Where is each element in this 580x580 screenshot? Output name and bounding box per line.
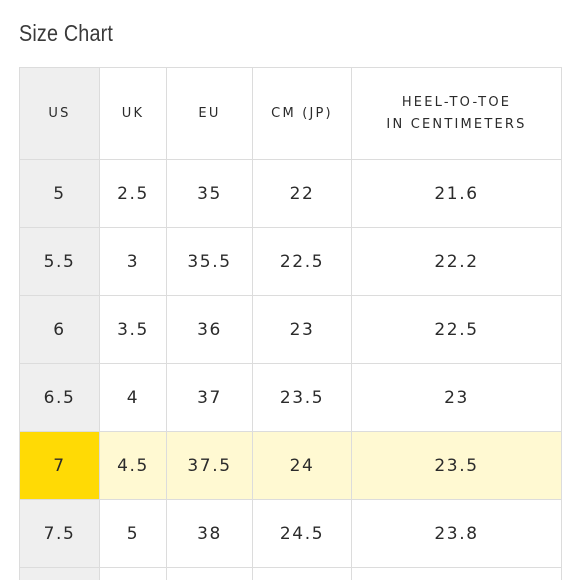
cell-uk-empty bbox=[99, 567, 167, 580]
table-row: 5 2.5 35 22 21.6 bbox=[19, 159, 562, 228]
cell-cm-jp: 23.5 bbox=[252, 363, 352, 432]
page-title: Size Chart bbox=[19, 20, 114, 46]
cell-eu: 35.5 bbox=[166, 227, 253, 296]
cell-us: 5.5 bbox=[19, 227, 100, 296]
cell-eu: 36 bbox=[166, 295, 253, 364]
table-row: 5.5 3 35.5 22.5 22.2 bbox=[19, 227, 562, 296]
cell-heel-to-toe: 22.2 bbox=[351, 227, 562, 296]
table-row-highlighted: 7 4.5 37.5 24 23.5 bbox=[19, 431, 562, 500]
size-chart-table: US UK EU CM (JP) HEEL-TO-TOE IN CENTIMET… bbox=[19, 67, 562, 580]
header-heel-to-toe-line-1: HEEL-TO-TOE bbox=[401, 94, 512, 110]
header-uk-label: UK bbox=[121, 105, 145, 121]
cell-eu-empty bbox=[166, 567, 253, 580]
cell-eu: 35 bbox=[166, 159, 253, 228]
header-eu-label: EU bbox=[198, 105, 221, 121]
cell-cm-jp: 24 bbox=[252, 431, 352, 500]
cell-eu: 37.5 bbox=[166, 431, 253, 500]
cell-uk: 4 bbox=[99, 363, 167, 432]
cell-uk: 3.5 bbox=[99, 295, 167, 364]
cell-heel-to-toe: 23.5 bbox=[351, 431, 562, 500]
cell-us: 7.5 bbox=[19, 499, 100, 568]
cell-eu: 38 bbox=[166, 499, 253, 568]
cell-uk: 3 bbox=[99, 227, 167, 296]
cell-cm-jp: 22 bbox=[252, 159, 352, 228]
cell-eu: 37 bbox=[166, 363, 253, 432]
cell-uk: 4.5 bbox=[99, 431, 167, 500]
cell-us: 7 bbox=[19, 431, 100, 500]
header-cm-jp: CM (JP) bbox=[252, 67, 352, 160]
header-heel-to-toe-line-2: IN CENTIMETERS bbox=[386, 116, 527, 132]
table-row-partial bbox=[19, 567, 562, 580]
cell-cm-jp-empty bbox=[252, 567, 352, 580]
table-header-row: US UK EU CM (JP) HEEL-TO-TOE IN CENTIMET… bbox=[19, 67, 562, 160]
cell-cm-jp: 24.5 bbox=[252, 499, 352, 568]
cell-heel-to-toe: 23 bbox=[351, 363, 562, 432]
cell-us-empty bbox=[19, 567, 100, 580]
header-heel-to-toe: HEEL-TO-TOE IN CENTIMETERS bbox=[351, 67, 562, 160]
cell-uk: 5 bbox=[99, 499, 167, 568]
header-us: US bbox=[19, 67, 100, 160]
table-row: 6 3.5 36 23 22.5 bbox=[19, 295, 562, 364]
cell-heel-to-toe: 22.5 bbox=[351, 295, 562, 364]
cell-cm-jp: 23 bbox=[252, 295, 352, 364]
cell-us: 6 bbox=[19, 295, 100, 364]
cell-uk: 2.5 bbox=[99, 159, 167, 228]
table-row: 7.5 5 38 24.5 23.8 bbox=[19, 499, 562, 568]
cell-heel-to-toe: 21.6 bbox=[351, 159, 562, 228]
table-row: 6.5 4 37 23.5 23 bbox=[19, 363, 562, 432]
cell-us: 5 bbox=[19, 159, 100, 228]
header-cm-jp-label: CM (JP) bbox=[271, 105, 333, 121]
header-eu: EU bbox=[166, 67, 253, 160]
cell-heel-to-toe: 23.8 bbox=[351, 499, 562, 568]
header-us-label: US bbox=[48, 105, 71, 121]
cell-heel-to-toe-empty bbox=[351, 567, 562, 580]
header-uk: UK bbox=[99, 67, 167, 160]
cell-cm-jp: 22.5 bbox=[252, 227, 352, 296]
cell-us: 6.5 bbox=[19, 363, 100, 432]
